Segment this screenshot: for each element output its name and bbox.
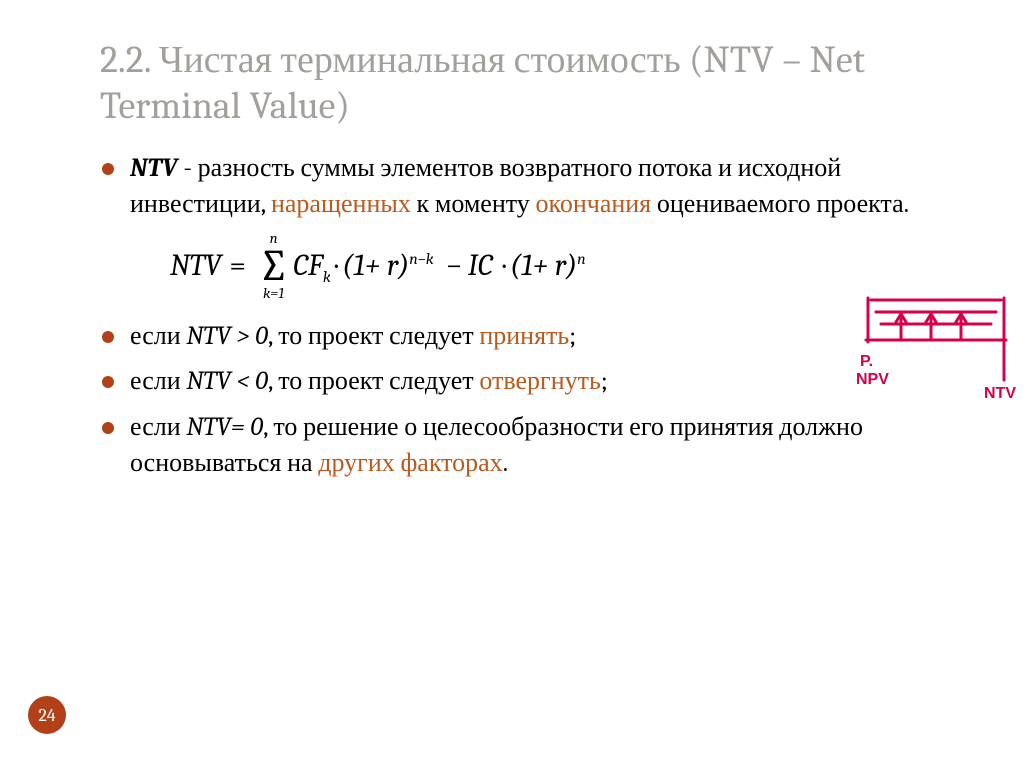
cf-term: CFk	[293, 245, 331, 286]
cond-var-2: NTV < 0	[186, 366, 268, 396]
def-hl-2: окончания	[536, 189, 652, 219]
term-ntv: NTV	[130, 153, 178, 183]
definition-item: NTV - разность суммы элементов возвратно…	[100, 151, 954, 300]
dot-1: ·	[335, 245, 338, 286]
cond-var-3: NTV= 0	[186, 412, 263, 442]
condition-accept: если NTV > 0, то проект следует принять;	[100, 319, 954, 355]
cond-hl-3: других факторах	[318, 448, 502, 478]
condition-reject: если NTV < 0, то проект следует отвергну…	[100, 364, 954, 400]
ntv-formula: NTV = n ∑ k=1 CFk · (1+ r)n−k − IC · (1+…	[170, 231, 954, 301]
def-text-3: оцениваемого проекта.	[651, 189, 909, 219]
def-hl-1: наращенных	[271, 189, 411, 219]
sigma-icon: n ∑ k=1	[258, 231, 289, 301]
minus-ic: − IC	[440, 245, 493, 286]
sigma-symbol: ∑	[258, 246, 289, 286]
cond-hl-2: отвергнуть	[479, 366, 600, 396]
factor-1: (1+ r)n−k	[342, 245, 434, 286]
factor-2: (1+ r)n	[510, 245, 586, 286]
equals-sign: =	[229, 245, 246, 286]
dot-2: ·	[503, 245, 506, 286]
svg-text:NTV: NTV	[984, 385, 1016, 402]
def-text-2: к моменту	[411, 189, 536, 219]
cond-hl-1: принять	[479, 321, 569, 351]
sigma-bottom: k=1	[263, 286, 284, 301]
page-number-badge: 24	[28, 696, 66, 734]
content-list: NTV - разность суммы элементов возвратно…	[100, 151, 954, 482]
condition-neutral: если NTV= 0, то решение о целесообразнос…	[100, 410, 954, 482]
slide: 2.2. Чистая терминальная стоимость (NTV …	[0, 0, 1024, 768]
formula-lhs: NTV	[170, 245, 221, 286]
cond-var-1: NTV > 0	[186, 321, 268, 351]
slide-title: 2.2. Чистая терминальная стоимость (NTV …	[100, 38, 954, 129]
formula-block: NTV = n ∑ k=1 CFk · (1+ r)n−k − IC · (1+…	[170, 231, 954, 301]
